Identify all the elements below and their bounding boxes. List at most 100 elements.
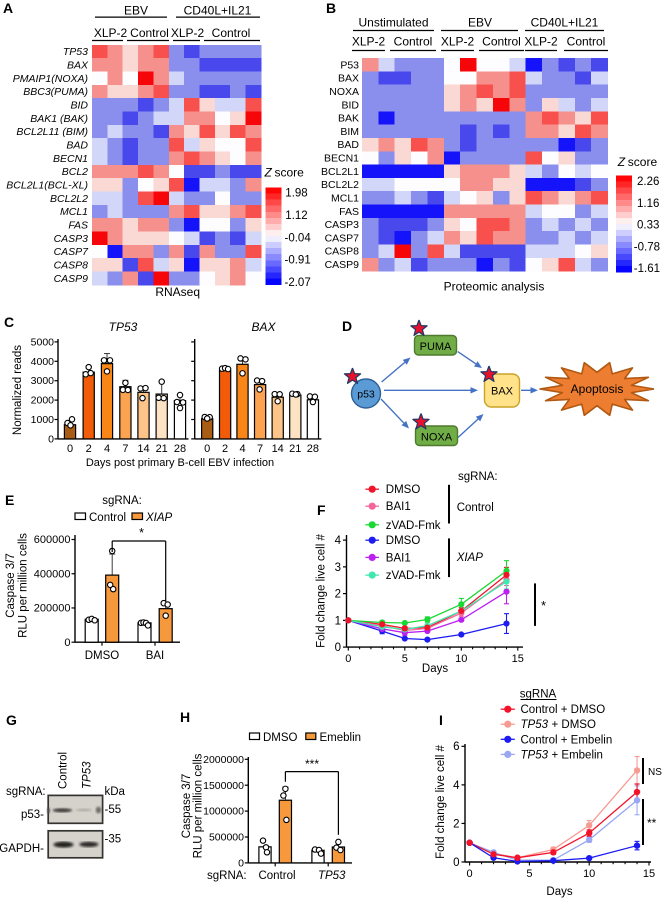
svg-text:RLU per million cells: RLU per million cells [193, 753, 205, 858]
svg-text:BAK: BAK [338, 113, 359, 125]
svg-text:DMSO: DMSO [386, 484, 421, 496]
svg-text:zVAD-Fmk: zVAD-Fmk [386, 520, 441, 532]
svg-text:BBC3(PUMA): BBC3(PUMA) [23, 86, 88, 98]
svg-text:2000: 2000 [31, 395, 55, 407]
svg-text:7: 7 [257, 443, 263, 455]
svg-text:Control + Embelin: Control + Embelin [521, 734, 613, 746]
svg-text:CASP7: CASP7 [54, 246, 90, 258]
svg-text:BAI: BAI [146, 650, 165, 662]
svg-text:G: G [6, 712, 17, 728]
svg-text:1.12: 1.12 [285, 210, 307, 222]
svg-text:**: ** [647, 816, 657, 830]
svg-text:BAD: BAD [337, 139, 359, 151]
svg-text:0: 0 [345, 653, 351, 665]
svg-text:28: 28 [174, 443, 186, 455]
svg-text:Emeblin: Emeblin [320, 732, 362, 744]
svg-text:28: 28 [307, 443, 319, 455]
svg-text:-0.78: -0.78 [634, 241, 660, 253]
svg-text:*: * [541, 598, 546, 613]
svg-text:NOXA: NOXA [421, 432, 453, 444]
svg-text:CASP7: CASP7 [325, 232, 360, 244]
svg-text:600000: 600000 [34, 534, 71, 546]
svg-text:Control + DMSO: Control + DMSO [521, 704, 606, 716]
svg-text:BCL2: BCL2 [62, 166, 88, 178]
svg-text:FAS: FAS [339, 206, 359, 218]
svg-text:Control: Control [212, 26, 251, 40]
svg-text:E: E [5, 492, 14, 508]
svg-text:BCL2L11 (BIM): BCL2L11 (BIM) [16, 126, 88, 138]
svg-text:0: 0 [204, 443, 210, 455]
svg-text:BCL2L1(BCL-XL): BCL2L1(BCL-XL) [6, 179, 88, 191]
svg-text:Control: Control [130, 26, 169, 40]
svg-text:Fold change live cell #: Fold change live cell # [435, 745, 447, 859]
svg-text:0: 0 [64, 637, 70, 649]
svg-text:TP53: TP53 [63, 46, 88, 58]
svg-text:MCL1: MCL1 [331, 192, 359, 204]
svg-text:BAX: BAX [338, 73, 359, 85]
svg-text:2: 2 [86, 443, 92, 455]
svg-text:XLP-2: XLP-2 [94, 26, 128, 40]
svg-text:5: 5 [402, 653, 408, 665]
svg-text:Caspase 3/7: Caspase 3/7 [181, 774, 193, 839]
svg-text:4: 4 [335, 535, 342, 547]
svg-text:sgRNA:: sgRNA: [458, 471, 498, 483]
svg-text:2.26: 2.26 [637, 176, 659, 188]
svg-text:*: * [139, 525, 144, 540]
svg-text:Control: Control [89, 512, 126, 524]
svg-text:TP53: TP53 [82, 761, 94, 789]
svg-text:0: 0 [67, 443, 73, 455]
svg-text:-35: -35 [105, 834, 122, 846]
svg-text:Control: Control [567, 35, 606, 49]
svg-text:BIM: BIM [340, 126, 359, 138]
svg-text:3: 3 [335, 562, 341, 574]
svg-text:score: score [275, 166, 305, 180]
svg-text:+ Embelin: + Embelin [552, 749, 603, 761]
svg-text:5: 5 [526, 868, 532, 880]
svg-text:-2.07: -2.07 [285, 277, 311, 289]
svg-text:0: 0 [238, 858, 244, 870]
svg-text:4000: 4000 [31, 356, 55, 368]
svg-text:-55: -55 [105, 804, 122, 816]
svg-text:TP53: TP53 [521, 719, 549, 731]
svg-text:XIAP: XIAP [145, 512, 173, 524]
svg-text:DMSO: DMSO [386, 535, 421, 547]
svg-text:Control: Control [394, 35, 433, 49]
svg-text:F: F [317, 502, 326, 518]
svg-text:BID: BID [70, 99, 88, 111]
svg-text:Unstimulated: Unstimulated [358, 16, 428, 30]
svg-text:XIAP: XIAP [456, 552, 484, 564]
svg-text:-0.04: -0.04 [285, 232, 312, 244]
svg-text:Apoptosis: Apoptosis [571, 382, 624, 396]
svg-text:XLP-2: XLP-2 [171, 26, 205, 40]
svg-text:0: 0 [467, 868, 473, 880]
svg-text:7: 7 [122, 443, 128, 455]
svg-text:BCL2L2: BCL2L2 [50, 193, 88, 205]
svg-text:BAK1 (BAK): BAK1 (BAK) [30, 113, 88, 125]
svg-text:Control: Control [457, 502, 494, 514]
svg-text:4: 4 [453, 780, 460, 792]
svg-text:4: 4 [104, 443, 110, 455]
svg-text:TP53: TP53 [109, 320, 138, 334]
svg-text:2: 2 [335, 589, 341, 601]
svg-text:DMSO: DMSO [263, 732, 298, 744]
svg-text:1.98: 1.98 [285, 188, 307, 200]
svg-text:3000: 3000 [31, 375, 55, 387]
svg-text:1500000: 1500000 [203, 780, 244, 792]
svg-text:p53: p53 [357, 389, 375, 401]
svg-text:Caspase 3/7: Caspase 3/7 [5, 553, 17, 618]
svg-text:Normalized reads: Normalized reads [12, 345, 24, 435]
svg-text:2: 2 [453, 818, 459, 830]
svg-text:CASP3: CASP3 [54, 233, 89, 245]
svg-text:XLP-2: XLP-2 [524, 35, 558, 49]
svg-text:1: 1 [335, 615, 341, 627]
svg-text:B: B [326, 0, 336, 16]
svg-text:kDa: kDa [105, 786, 126, 798]
svg-text:BECN1: BECN1 [53, 153, 88, 165]
svg-text:D: D [342, 318, 352, 334]
svg-text:Days: Days [546, 886, 572, 898]
svg-text:zVAD-Fmk: zVAD-Fmk [386, 570, 441, 582]
svg-text:p53-: p53- [21, 809, 44, 821]
svg-text:-0.91: -0.91 [285, 255, 311, 267]
svg-text:BAX: BAX [251, 320, 276, 334]
svg-text:XLP-2: XLP-2 [441, 35, 475, 49]
